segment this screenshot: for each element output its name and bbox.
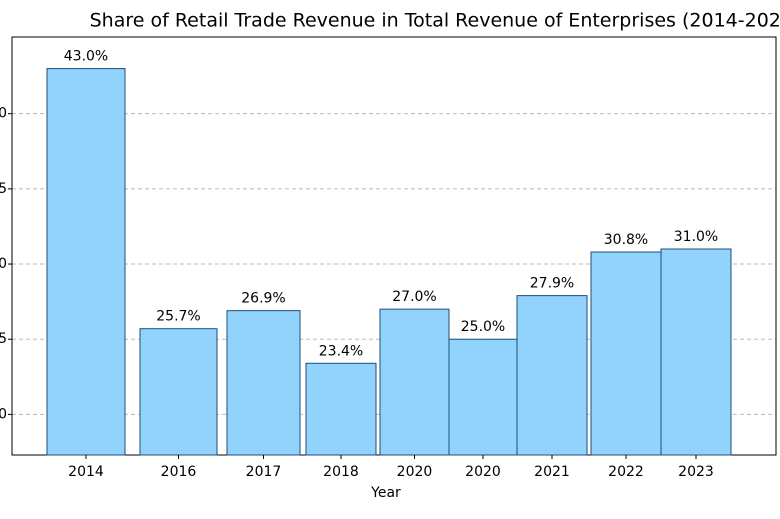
bar: [379, 308, 450, 456]
bar: [46, 68, 126, 456]
y-tick-label: 25: [0, 331, 7, 347]
bar: [305, 362, 377, 456]
bar: [590, 251, 662, 456]
data-label: 27.9%: [530, 276, 574, 292]
data-label: 25.0%: [461, 319, 505, 335]
data-label: 30.8%: [604, 232, 648, 248]
data-label: 25.7%: [156, 309, 200, 325]
y-tick-label: 30: [0, 256, 7, 272]
x-axis-label: Year: [370, 485, 401, 501]
data-label: 27.0%: [392, 289, 436, 305]
data-label: 31.0%: [674, 229, 718, 245]
x-tick-label: 2020: [465, 464, 501, 480]
x-tick-label: 2018: [323, 464, 359, 480]
y-tick-label: 20: [0, 406, 7, 422]
bar: [139, 328, 218, 456]
x-tick-label: 2020: [397, 464, 433, 480]
data-label: 26.9%: [241, 291, 285, 307]
x-tick-label: 2021: [534, 464, 570, 480]
x-tick-label: 2014: [68, 464, 104, 480]
bar: [448, 338, 518, 456]
y-tick-label: 35: [0, 181, 7, 197]
x-tick-label: 2023: [678, 464, 714, 480]
data-label: 23.4%: [319, 343, 363, 359]
data-label: 43.0%: [64, 49, 108, 65]
bar: [660, 248, 732, 456]
x-tick-label: 2017: [246, 464, 282, 480]
x-tick-label: 2016: [161, 464, 197, 480]
x-tick-label: 2022: [608, 464, 644, 480]
bar: [226, 310, 301, 456]
y-tick-label: 40: [0, 106, 7, 122]
chart-title: Share of Retail Trade Revenue in Total R…: [90, 10, 780, 32]
bar: [516, 295, 588, 456]
